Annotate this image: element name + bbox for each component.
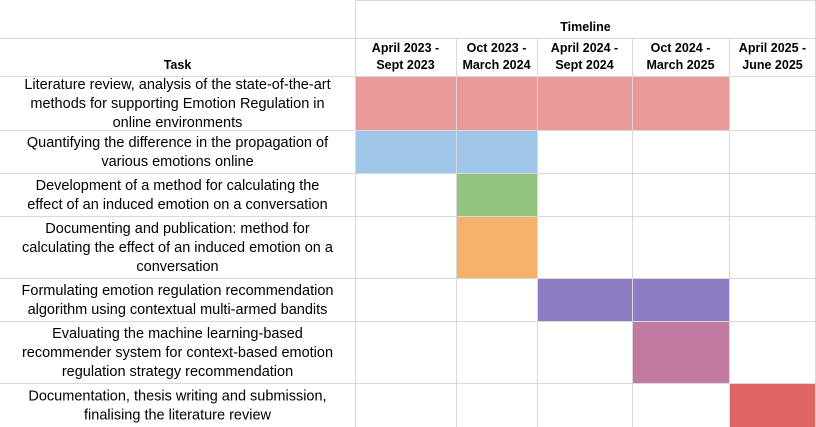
task-header: Task [164,58,192,72]
period-header-3-line-2: Sept 2024 [555,58,613,72]
task-label-3-line-1: Development of a method for calculating … [36,178,320,194]
task-label-7-line-1: Documentation, thesis writing and submis… [28,389,326,405]
table-labels: Timeline Task April 2023 - Sept 2023 Oct 202… [22,20,807,424]
task-label-5-line-2: algorithm using contextual multi-armed b… [28,302,328,318]
task-label-1-line-2: methods for supporting Emotion Regulatio… [30,96,324,112]
task-bar-6 [632,321,729,383]
period-header-2-line-1: Oct 2023 - [467,41,527,55]
task-label-2-line-1: Quantifying the difference in the propag… [27,135,329,151]
task-label-6-line-3: regulation strategy recommendation [62,364,293,380]
task-bar-4 [456,216,537,278]
task-label-1-line-1: Literature review, analysis of the state… [24,77,330,93]
period-header-4-line-2: March 2025 [646,58,714,72]
task-label-1-line-3: online environments [113,115,243,131]
task-label-4-line-3: conversation [136,259,218,275]
timeline-title: Timeline [560,20,611,34]
period-header-1-line-1: April 2023 - [372,41,439,55]
task-bars [355,76,816,427]
task-label-3-line-2: effect of an induced emotion on a conver… [27,197,327,213]
period-header-3-line-1: April 2024 - [551,41,618,55]
task-label-7-line-2: finalising the literature review [84,408,272,424]
period-header-4-line-1: Oct 2024 - [651,41,711,55]
task-bar-3 [456,173,537,216]
task-bar-1 [355,76,729,130]
period-header-5-line-1: April 2025 - [739,41,806,55]
period-header-1-line-2: Sept 2023 [376,58,434,72]
task-bar-2 [355,130,537,173]
period-header-5-line-2: June 2025 [742,58,803,72]
task-bar-7 [729,383,816,427]
task-label-4-line-1: Documenting and publication: method for [45,221,310,237]
task-label-6-line-2: recommender system for context-based emo… [22,345,333,361]
task-label-6-line-1: Evaluating the machine learning-based [52,326,303,342]
task-label-2-line-2: various emotions online [101,154,253,170]
task-label-4-line-2: calculating the effect of an induced emo… [22,240,334,256]
period-header-2-line-2: March 2024 [462,58,530,72]
task-label-5-line-1: Formulating emotion regulation recommend… [22,283,334,299]
